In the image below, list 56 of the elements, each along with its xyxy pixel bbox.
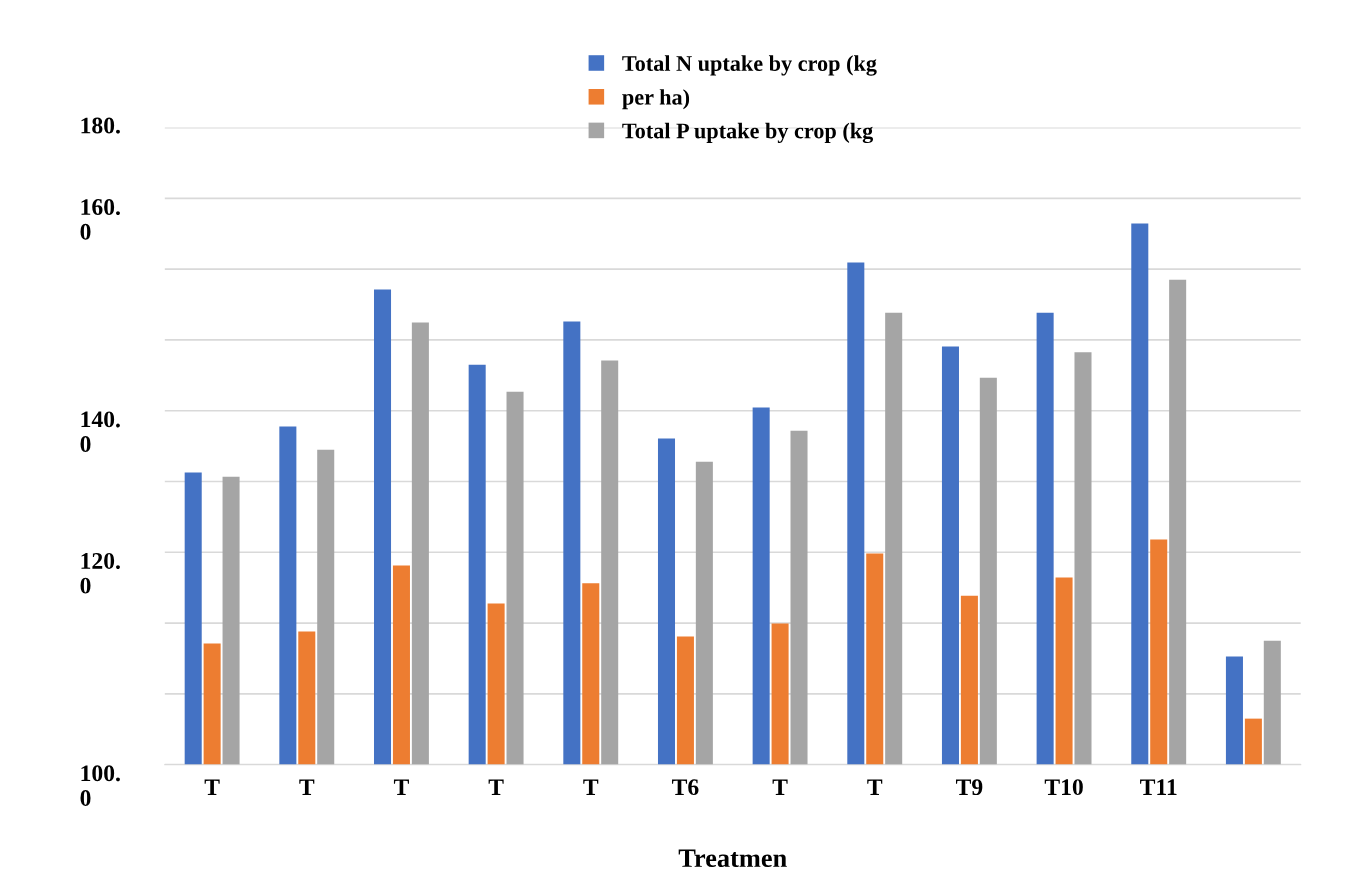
bar	[979, 377, 997, 765]
bar	[1131, 223, 1149, 765]
bar	[222, 476, 240, 765]
bar	[468, 364, 486, 765]
text: 180.	[81, 117, 120, 134]
bar	[1169, 279, 1187, 765]
bar	[1244, 718, 1262, 765]
text: 120. 0	[80, 552, 120, 594]
text: 100. 0	[80, 765, 120, 806]
x-tick-label: T11	[1140, 779, 1177, 795]
bar	[885, 312, 903, 765]
bar	[279, 426, 297, 765]
bar	[866, 553, 884, 765]
x-tick-label: T	[299, 779, 315, 795]
bar	[392, 565, 410, 765]
bar	[771, 623, 789, 765]
bar	[1263, 640, 1281, 765]
text: 160. 0	[80, 199, 120, 240]
legend-label: per ha)	[622, 89, 690, 110]
x-tick-label: T	[393, 779, 409, 795]
bar	[847, 262, 865, 765]
x-tick-label: T	[204, 779, 220, 795]
bar	[582, 583, 600, 765]
legend-label: Total N uptake by crop (kg	[622, 55, 877, 76]
text: 140. 0	[80, 411, 120, 453]
x-tick-label: T	[583, 779, 599, 795]
bar	[601, 360, 619, 765]
bar	[374, 289, 392, 765]
bar	[941, 346, 959, 765]
bar	[1074, 352, 1092, 765]
bar	[1225, 656, 1243, 765]
bar	[563, 321, 581, 765]
x-tick-label: T10	[1044, 779, 1083, 796]
bar	[790, 430, 808, 765]
x-tick-label: T	[867, 779, 883, 795]
bar	[695, 461, 713, 765]
legend-label: Total P uptake by crop (kg	[622, 122, 874, 144]
x-axis-title: Treatmen	[678, 849, 787, 868]
bar	[317, 449, 335, 765]
bar	[298, 631, 316, 765]
bar	[184, 472, 202, 765]
x-tick-label: T	[772, 779, 788, 795]
x-tick-label: T9	[955, 779, 983, 796]
bar	[203, 643, 221, 765]
bar	[960, 595, 978, 765]
bar	[1150, 539, 1168, 765]
x-tick-label: T6	[672, 779, 699, 796]
bar	[506, 391, 524, 765]
bar	[1036, 312, 1054, 765]
x-tick-label: T	[488, 779, 504, 795]
bar	[1055, 577, 1073, 765]
bar	[487, 603, 505, 765]
bar	[676, 636, 694, 765]
bar	[411, 322, 429, 765]
bar	[752, 407, 770, 765]
bar	[657, 438, 676, 765]
